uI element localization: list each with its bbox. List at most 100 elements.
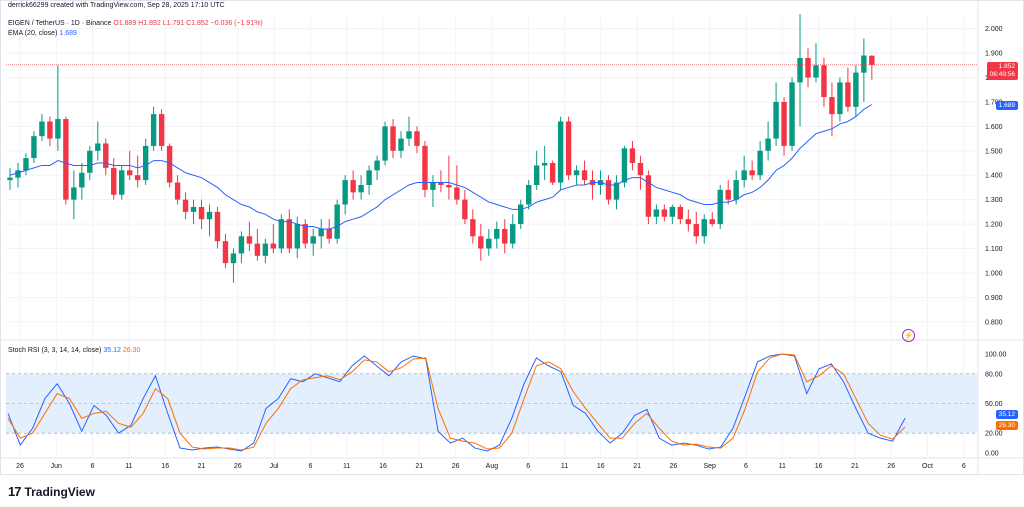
candle-body: [39, 121, 45, 137]
candle-body: [71, 187, 77, 200]
candle-body: [438, 182, 444, 185]
time-tick-label: 16: [597, 463, 605, 470]
candle-body: [422, 145, 428, 190]
candle-body: [526, 184, 532, 205]
time-tick-label: 6: [962, 463, 966, 470]
candle-body: [222, 241, 229, 264]
candle-body: [206, 211, 213, 220]
candle-body: [693, 224, 699, 237]
time-tick-label: Oct: [922, 463, 933, 470]
candle-body: [805, 57, 811, 78]
candle-body: [733, 180, 739, 200]
time-tick-label: Aug: [486, 463, 499, 470]
stoch-tick-label: 80.00: [985, 371, 1003, 378]
price-tick-label: 1.900: [985, 51, 1003, 58]
candle-body: [230, 253, 237, 264]
time-tick-label: 6: [744, 463, 748, 470]
candle-body: [685, 219, 691, 225]
time-tick-label: 6: [91, 463, 95, 470]
candle-body: [789, 82, 795, 146]
candle-body: [837, 82, 843, 115]
candle-body: [797, 57, 803, 83]
time-tick-label: 11: [779, 463, 786, 470]
candle-body: [127, 170, 133, 176]
candle-body: [15, 170, 21, 178]
time-tick-label: 21: [198, 463, 206, 470]
candle-body: [741, 170, 747, 181]
candle-body: [142, 145, 149, 181]
candle-body: [198, 206, 205, 220]
price-tick-label: 1.200: [985, 222, 1003, 229]
candle-body: [853, 72, 859, 107]
candle-body: [358, 184, 364, 193]
candle-body: [302, 224, 308, 244]
candle-body: [246, 236, 253, 244]
candle-body: [55, 119, 61, 139]
ema-legend: EMA (20, close) 1.689: [8, 30, 77, 37]
price-tick-label: 1.300: [985, 197, 1003, 204]
time-tick-label: 26: [670, 463, 678, 470]
ema-line: [9, 104, 873, 230]
time-tick-label: 26: [887, 463, 895, 470]
stoch-tick-label: 100.00: [985, 352, 1007, 359]
ema-value: 1.689: [59, 30, 77, 37]
time-tick-label: 6: [308, 463, 312, 470]
time-tick-label: 11: [343, 463, 350, 470]
time-tick-label: 16: [161, 463, 169, 470]
tradingview-logo[interactable]: 17 TradingView: [8, 484, 95, 499]
price-tick-label: 1.500: [985, 148, 1003, 155]
candle-body: [119, 170, 125, 195]
candle-body: [190, 206, 197, 212]
candle-body: [398, 138, 404, 151]
candle-body: [174, 182, 181, 200]
candle-body: [47, 121, 53, 139]
price-tick-label: 1.600: [985, 124, 1003, 131]
symbol-name[interactable]: EIGEN / TetherUS · 1D · Binance: [8, 20, 112, 27]
candle-body: [717, 189, 723, 225]
candle-body: [7, 177, 13, 181]
candle-body: [286, 219, 292, 249]
candle-body: [765, 138, 771, 151]
candle-body: [749, 170, 755, 176]
candle-body: [103, 143, 109, 168]
last-price-badge: 1.852 06:49:56: [986, 62, 1018, 80]
time-tick-label: 11: [125, 463, 132, 470]
tradingview-logo-text: TradingView: [24, 484, 95, 499]
candle-body: [366, 170, 372, 185]
candle-body: [63, 119, 69, 200]
stoch-k-badge: 35.12: [995, 410, 1018, 419]
time-tick-label: 21: [851, 463, 859, 470]
candle-body: [629, 148, 636, 164]
candle-body: [214, 211, 221, 242]
candle-body: [829, 97, 835, 115]
candle-body: [87, 150, 93, 173]
stoch-tick-label: 50.00: [985, 401, 1003, 408]
price-tick-label: 1.400: [985, 173, 1003, 180]
candle-body: [486, 238, 492, 249]
candle-body: [158, 114, 165, 146]
stoch-label[interactable]: Stoch RSI (3, 3, 14, 14, close): [8, 347, 102, 354]
ema-badge: 1.689: [995, 101, 1018, 110]
candle-body: [294, 224, 300, 249]
candle-body: [430, 182, 436, 190]
candle-body: [334, 204, 340, 239]
candle-body: [533, 165, 540, 185]
candle-body: [709, 219, 715, 225]
candle-body: [470, 219, 476, 237]
candle-body: [494, 228, 500, 239]
stoch-d-value: 26.30: [122, 347, 141, 354]
price-tick-label: 0.900: [985, 295, 1003, 302]
candle-body: [605, 180, 612, 200]
price-tick-label: 1.700: [985, 99, 1003, 106]
candle-body: [581, 170, 588, 181]
stoch-d-badge: 26.30: [995, 421, 1018, 430]
stoch-legend: Stoch RSI (3, 3, 14, 14, close) 35.12 26…: [8, 347, 140, 354]
price-tick-label: 2.000: [985, 26, 1003, 33]
candle-body: [454, 187, 460, 200]
candle-body: [478, 236, 484, 249]
lightning-icon[interactable]: ⚡: [902, 329, 915, 342]
ema-label[interactable]: EMA (20, close): [8, 30, 58, 37]
time-tick-label: 16: [379, 463, 387, 470]
candle-body: [111, 167, 117, 195]
